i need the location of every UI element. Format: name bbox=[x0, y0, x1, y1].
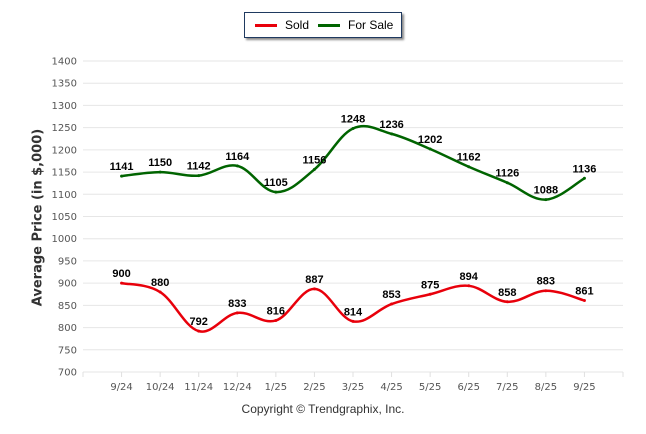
series-lines bbox=[120, 124, 586, 333]
x-tick-label: 12/24 bbox=[223, 382, 252, 393]
data-label-sold: 858 bbox=[498, 287, 516, 299]
x-tick-label: 11/24 bbox=[184, 382, 213, 393]
data-point-sold bbox=[390, 302, 394, 306]
data-label-for-sale: 1156 bbox=[302, 154, 326, 166]
data-point-for-sale bbox=[120, 174, 124, 178]
data-point-for-sale bbox=[312, 167, 316, 171]
y-tick-label: 1150 bbox=[52, 168, 77, 179]
data-point-sold bbox=[467, 284, 471, 288]
x-tick-label: 7/25 bbox=[496, 382, 518, 393]
x-tick-label: 8/25 bbox=[535, 382, 557, 393]
y-tick-label: 800 bbox=[58, 323, 77, 334]
data-label-sold: 880 bbox=[151, 277, 169, 289]
y-tick-label: 950 bbox=[58, 256, 77, 267]
y-tick-label: 1350 bbox=[52, 79, 77, 90]
data-label-sold: 814 bbox=[344, 306, 363, 318]
data-point-for-sale bbox=[428, 147, 432, 151]
data-label-for-sale: 1150 bbox=[148, 157, 172, 169]
data-point-sold bbox=[505, 300, 509, 304]
x-tick-label: 6/25 bbox=[457, 382, 479, 393]
y-tick-label: 1400 bbox=[52, 57, 77, 68]
x-tick-label: 1/25 bbox=[265, 382, 287, 393]
y-tick-label: 1000 bbox=[52, 234, 77, 245]
data-point-sold bbox=[197, 329, 201, 333]
y-tick-label: 1200 bbox=[52, 145, 77, 156]
data-label-sold: 853 bbox=[382, 289, 400, 301]
data-label-for-sale: 1088 bbox=[534, 185, 558, 197]
x-tick-label: 9/24 bbox=[110, 382, 132, 393]
y-tick-label: 900 bbox=[58, 279, 77, 290]
data-point-sold bbox=[312, 287, 316, 291]
data-point-sold bbox=[274, 318, 278, 322]
x-tick-label: 4/25 bbox=[380, 382, 402, 393]
data-label-sold: 875 bbox=[421, 279, 439, 291]
data-labels: 900 880 792 833 816 887 814 853 875 894 858 883 861 1… bbox=[110, 114, 597, 329]
data-label-for-sale: 1164 bbox=[225, 151, 250, 163]
data-label-for-sale: 1162 bbox=[457, 152, 481, 164]
data-point-for-sale bbox=[197, 174, 201, 178]
data-point-for-sale bbox=[390, 132, 394, 136]
data-point-sold bbox=[158, 290, 162, 294]
data-label-sold: 894 bbox=[460, 271, 479, 283]
data-label-for-sale: 1105 bbox=[264, 177, 288, 189]
data-point-for-sale bbox=[467, 165, 471, 169]
y-tick-label: 1250 bbox=[52, 123, 77, 134]
legend-label-sold: Sold bbox=[285, 18, 310, 32]
data-point-sold bbox=[428, 292, 432, 296]
data-label-for-sale: 1248 bbox=[341, 114, 365, 126]
data-label-sold: 887 bbox=[305, 274, 323, 286]
data-label-sold: 816 bbox=[267, 305, 285, 317]
data-label-sold: 833 bbox=[228, 298, 246, 310]
x-tick-label: 10/24 bbox=[146, 382, 175, 393]
legend-swatch-for-sale bbox=[318, 23, 340, 27]
y-tick-label: 1100 bbox=[52, 190, 77, 201]
gridlines bbox=[83, 60, 623, 373]
y-tick-label: 700 bbox=[58, 368, 77, 379]
y-axis-title: Average Price (in $,000) bbox=[30, 128, 46, 307]
copyright-text: Copyright © Trendgraphix, Inc. bbox=[241, 402, 405, 416]
y-tick-label: 1300 bbox=[52, 101, 77, 112]
y-tick-label: 750 bbox=[58, 345, 77, 356]
x-tick-label: 5/25 bbox=[419, 382, 441, 393]
legend-label-for-sale: For Sale bbox=[348, 18, 394, 32]
data-label-for-sale: 1136 bbox=[572, 163, 596, 175]
data-point-sold bbox=[582, 298, 586, 302]
x-tick-label: 3/25 bbox=[342, 382, 364, 393]
x-axis-ticks: 9/24 10/24 11/24 12/24 1/25 2/25 3/25 4/25 5/25 6… bbox=[82, 372, 624, 393]
legend: Sold For Sale bbox=[244, 12, 402, 38]
y-axis-ticks: 700 750 800 850 900 950 1000 1050 1100 1150 1200 12… bbox=[52, 57, 77, 379]
data-point-sold bbox=[120, 281, 124, 285]
data-label-for-sale: 1142 bbox=[187, 161, 211, 173]
x-tick-label: 2/25 bbox=[303, 382, 325, 393]
data-point-sold bbox=[544, 289, 548, 293]
data-point-for-sale bbox=[544, 198, 548, 202]
data-label-for-sale: 1141 bbox=[110, 161, 134, 173]
data-label-for-sale: 1236 bbox=[379, 119, 403, 131]
data-point-for-sale bbox=[274, 190, 278, 194]
x-tick-label: 9/25 bbox=[573, 382, 595, 393]
data-point-for-sale bbox=[505, 181, 509, 185]
data-label-sold: 883 bbox=[537, 276, 555, 288]
data-point-for-sale bbox=[351, 127, 355, 131]
data-label-for-sale: 1126 bbox=[495, 168, 519, 180]
data-point-sold bbox=[351, 319, 355, 323]
legend-item-sold[interactable]: Sold bbox=[255, 18, 309, 32]
y-tick-label: 850 bbox=[58, 301, 77, 312]
data-label-sold: 792 bbox=[190, 316, 208, 328]
data-point-for-sale bbox=[158, 170, 162, 174]
legend-item-for-sale[interactable]: For Sale bbox=[318, 18, 393, 32]
data-point-for-sale bbox=[582, 176, 586, 180]
data-label-sold: 861 bbox=[575, 285, 593, 297]
data-label-for-sale: 1202 bbox=[418, 134, 442, 146]
data-point-sold bbox=[235, 311, 239, 315]
data-point-for-sale bbox=[235, 164, 239, 168]
legend-swatch-sold bbox=[255, 23, 277, 27]
data-label-sold: 900 bbox=[112, 268, 130, 280]
y-tick-label: 1050 bbox=[52, 212, 77, 223]
